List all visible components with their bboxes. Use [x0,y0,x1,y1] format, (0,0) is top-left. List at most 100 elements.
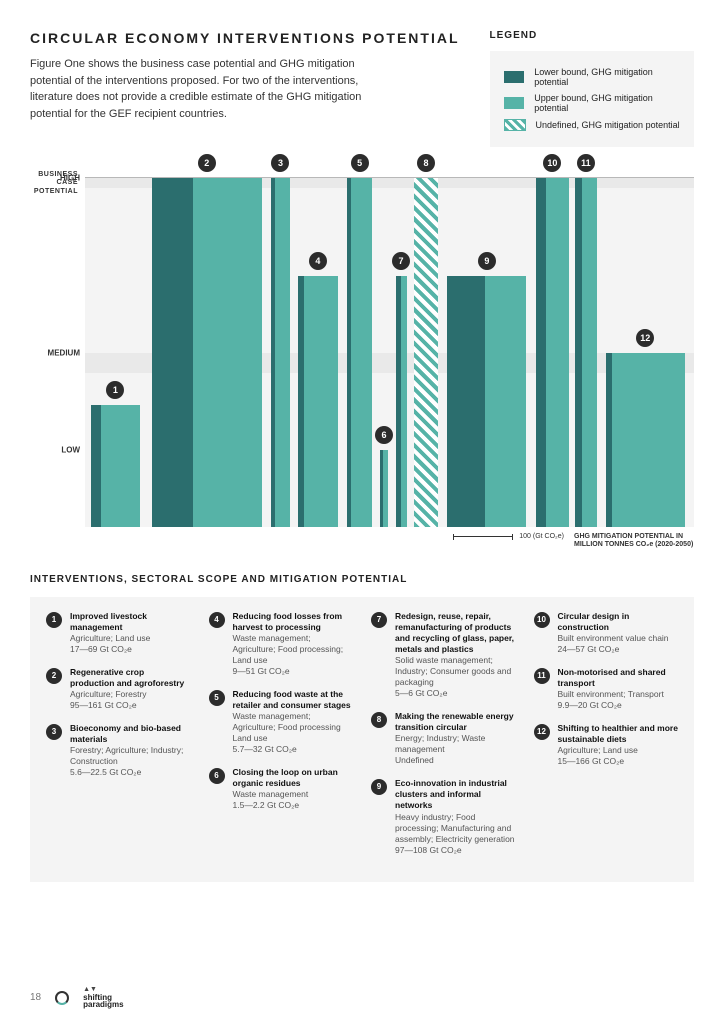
bar-4: 4 [298,276,338,527]
intervention-item: 5Reducing food waste at the retailer and… [209,689,354,755]
item-name: Improved livestock management [70,611,191,633]
bar-11: 11 [575,178,596,527]
legend-title: LEGEND [490,30,694,41]
bar-badge: 2 [198,154,216,172]
item-name: Circular design in construction [558,611,679,633]
item-range: 5.7—32 Gt CO₂e [233,744,354,755]
bar-upper [193,178,262,527]
item-number-badge: 7 [371,612,387,628]
bar-upper [304,276,338,527]
legend-label: Undefined, GHG mitigation potential [536,120,680,130]
item-number-badge: 6 [209,768,225,784]
x-scale-label: 100 (Gt CO₂e) [519,533,564,540]
item-number-badge: 2 [46,668,62,684]
item-number-badge: 4 [209,612,225,628]
item-number-badge: 3 [46,724,62,740]
item-name: Making the renewable energy transition c… [395,711,516,733]
header-block: CIRCULAR ECONOMY INTERVENTIONS POTENTIAL… [30,30,460,147]
bar-upper [351,178,373,527]
intervention-item: 2 Regenerative crop production and agrofo… [46,667,191,711]
bar-badge: 10 [543,154,561,172]
bar-badge: 9 [478,252,496,270]
bar-badge: 12 [636,329,654,347]
item-sectors: Agriculture; Land use [70,633,191,644]
interventions-column: 7 Redesign, reuse, repair, remanufacturin… [371,611,516,868]
bar-5: 5 [347,178,373,527]
item-range: 9—51 Gt CO₂e [233,666,354,677]
legend-label: Upper bound, GHG mitigation potential [534,93,680,113]
item-range: Undefined [395,755,516,766]
intervention-item: 8Making the renewable energy transition … [371,711,516,766]
item-sectors: Built environment value chain [558,633,679,644]
chart: BUSINESS CASE POTENTIAL 123456789101112 … [30,177,694,550]
bar-lower [536,178,546,527]
bar-6: 6 [380,450,387,527]
x-scale: 100 (Gt CO₂e) [453,533,564,540]
legend-label: Lower bound, GHG mitigation potential [534,67,680,87]
bar-10: 10 [536,178,569,527]
interventions-title: INTERVENTIONS, SECTORAL SCOPE AND MITIGA… [30,574,694,585]
bar-badge: 11 [577,154,595,172]
item-range: 9.9—20 Gt CO₂e [558,700,679,711]
bar-upper [275,178,291,527]
bar-2: 2 [152,178,262,527]
bar-upper [101,405,140,527]
bar-upper [401,276,407,527]
item-sectors: Agriculture; Forestry [70,689,191,700]
bar-lower [152,178,193,527]
item-name: Bioeconomy and bio-based materials [70,723,191,745]
item-sectors: Forestry; Agriculture; Industry; Constru… [70,745,191,767]
intervention-item: 9 Eco-innovation in industrial clusters a… [371,778,516,855]
page-title: CIRCULAR ECONOMY INTERVENTIONS POTENTIAL [30,30,460,46]
intervention-item: 10Circular design in constructionBuilt e… [534,611,679,655]
bar-upper [612,353,685,528]
bar-upper [582,178,596,527]
item-range: 97—108 Gt CO₂e [395,845,516,856]
item-number-badge: 11 [534,668,550,684]
item-sectors: Energy; Industry; Waste management [395,733,516,755]
intervention-item: 6 Closing the loop on urban organic resid… [209,767,354,811]
bar-badge: 5 [351,154,369,172]
legend: LEGEND Lower bound, GHG mitigation poten… [490,30,694,147]
page-number: 18 [30,992,41,1003]
item-name: Regenerative crop production and agrofor… [70,667,191,689]
interventions-column: 1Improved livestock managementAgricultur… [46,611,191,868]
bar-8: 8 [414,178,438,527]
bar-badge: 3 [271,154,289,172]
legend-item: Upper bound, GHG mitigation potential [504,93,680,113]
item-name: Closing the loop on urban organic residu… [233,767,354,789]
bar-badge: 1 [106,381,124,399]
legend-item: Lower bound, GHG mitigation potential [504,67,680,87]
x-axis-note: GHG MITIGATION POTENTIAL IN MILLION TONN… [574,533,694,550]
brand-logo: shiftingparadigms [83,987,123,1008]
item-sectors: Heavy industry; Food processing; Manufac… [395,812,516,845]
item-number-badge: 9 [371,779,387,795]
item-number-badge: 5 [209,690,225,706]
item-number-badge: 12 [534,724,550,740]
item-name: Eco-innovation in industrial clusters an… [395,778,516,811]
item-range: 24—57 Gt CO₂e [558,644,679,655]
item-name: Reducing food losses from harvest to pro… [233,611,354,633]
intro-text: Figure One shows the business case poten… [30,56,390,122]
bar-upper [383,450,387,527]
bar-upper [485,276,527,527]
legend-swatch [504,119,526,131]
bar-badge: 8 [417,154,435,172]
intervention-item: 3 Bioeconomy and bio-based materialsFores… [46,723,191,778]
item-sectors: Waste management; Agriculture; Food proc… [233,633,354,666]
intervention-item: 12Shifting to healthier and more sustain… [534,723,679,767]
item-range: 17—69 Gt CO₂e [70,644,191,655]
bar-7: 7 [396,276,407,527]
interventions-section: INTERVENTIONS, SECTORAL SCOPE AND MITIGA… [30,574,694,882]
item-sectors: Waste management [233,789,354,800]
interventions-column: 10Circular design in constructionBuilt e… [534,611,679,868]
interventions-column: 4 Reducing food losses from harvest to pr… [209,611,354,868]
item-sectors: Solid waste management; Industry; Consum… [395,655,516,688]
bar-3: 3 [271,178,290,527]
item-sectors: Agriculture; Land use [558,745,679,756]
intervention-item: 7 Redesign, reuse, repair, remanufacturin… [371,611,516,699]
bar-badge: 4 [309,252,327,270]
item-name: Non-motorised and shared transport [558,667,679,689]
item-name: Redesign, reuse, repair, remanufacturing… [395,611,516,655]
legend-item: Undefined, GHG mitigation potential [504,119,680,131]
